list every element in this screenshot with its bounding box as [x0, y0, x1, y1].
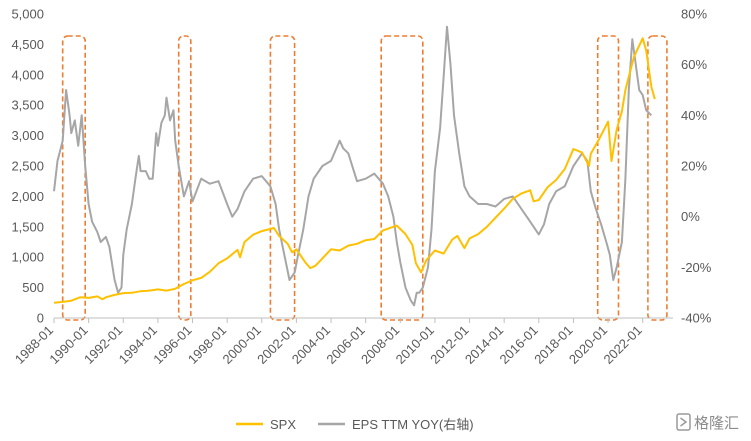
- watermark: 格隆汇: [676, 413, 739, 432]
- watermark-text: 格隆汇: [694, 414, 739, 432]
- y-left-tick-label: 1,000: [11, 250, 44, 265]
- y-right-tick-label: 80%: [681, 7, 707, 22]
- legend: SPX EPS TTM YOY(右轴): [236, 417, 474, 432]
- legend-label-1: SPX: [270, 417, 296, 432]
- highlight-box-6: [647, 35, 668, 321]
- y-left-tick-label: 0: [37, 311, 44, 326]
- y-left-tick-label: 2,500: [11, 159, 44, 174]
- y-left-tick-label: 4,000: [11, 67, 44, 82]
- y-left-tick-label: 2,000: [11, 189, 44, 204]
- y-right-tick-label: 60%: [681, 57, 707, 72]
- series-lines: [53, 25, 656, 307]
- axes: 0 500 1,000 1,500 2,000 2,500 3,000 3,500 4,000 4…: [11, 7, 711, 367]
- y-left-tick-label: 3,500: [11, 98, 44, 113]
- series-line-eps-ttm-yoy: [53, 25, 653, 307]
- y-right-tick-label: 20%: [681, 159, 707, 174]
- y-right-tick-label: -20%: [681, 260, 712, 275]
- highlight-box-1: [61, 35, 87, 321]
- y-right-tick-label: 0%: [681, 209, 700, 224]
- y-left-tick-label: 500: [22, 280, 44, 295]
- series-line-spx: [53, 37, 656, 304]
- watermark-logo-mark: [680, 417, 688, 427]
- y-right-tick-label: -40%: [681, 311, 712, 326]
- highlight-box-4: [380, 35, 424, 321]
- legend-label-2: EPS TTM YOY(右轴): [352, 417, 474, 432]
- highlight-box-5: [596, 35, 620, 321]
- y-left-tick-label: 5,000: [11, 7, 44, 22]
- y-right-tick-label: 40%: [681, 108, 707, 123]
- highlight-box-2: [177, 35, 192, 321]
- y-left-tick-label: 3,000: [11, 128, 44, 143]
- y-left-tick-label: 1,500: [11, 219, 44, 234]
- y-left-tick-label: 4,500: [11, 37, 44, 52]
- watermark-logo-icon: [676, 413, 691, 431]
- x-tick-label: 2022-01: [600, 323, 644, 367]
